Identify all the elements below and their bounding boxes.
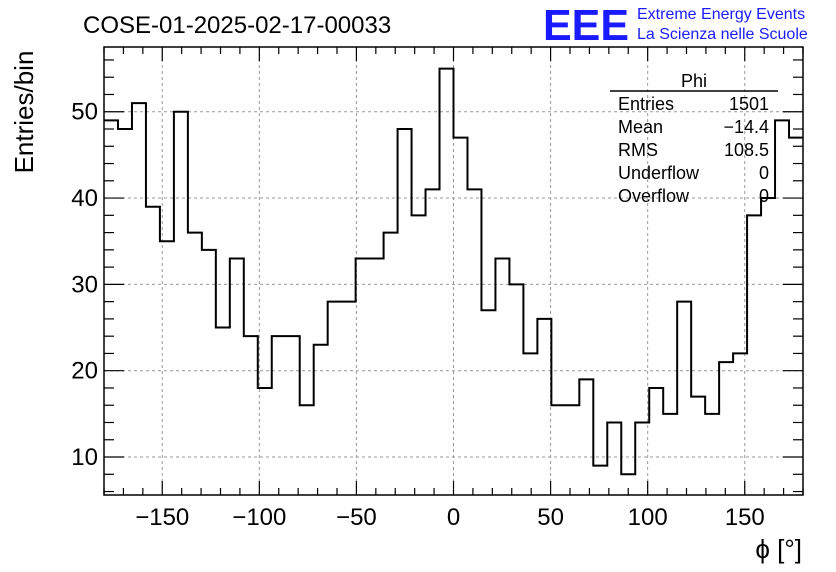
stats-box: Phi Entries 1501 Mean −14.4 RMS 108.5 Underflo… [610, 71, 778, 206]
y-axis-label: Entries/bin [9, 51, 39, 174]
stats-row-label: RMS [618, 140, 658, 160]
x-tick-label: −50 [336, 504, 377, 531]
x-axis-label: ϕ [°] [755, 534, 802, 564]
y-tick-label: 30 [71, 271, 98, 298]
stats-row-label: Mean [618, 117, 663, 137]
x-tick-label: 150 [725, 504, 765, 531]
eee-logo: EEE Extreme Energy Events La Scienza nel… [543, 1, 808, 50]
stats-row-label: Underflow [618, 163, 700, 183]
logo-line-2: La Scienza nelle Scuole [637, 26, 808, 43]
logo-mark: EEE [543, 1, 629, 50]
stats-row-value: −14.4 [723, 117, 769, 137]
y-tick-label: 50 [71, 99, 98, 126]
y-tick-label: 20 [71, 358, 98, 385]
stats-row-value: 108.5 [724, 140, 769, 160]
stats-row-value: 0 [759, 186, 769, 206]
x-tick-label: −100 [232, 504, 286, 531]
x-tick-label: 50 [537, 504, 564, 531]
axis-tick-labels: −150 −100 −50 0 50 100 150 10 20 30 40 50 [71, 99, 764, 531]
x-tick-label: 0 [447, 504, 460, 531]
stats-box-title: Phi [681, 71, 707, 91]
y-tick-label: 10 [71, 444, 98, 471]
stats-row-value: 0 [759, 163, 769, 183]
x-tick-label: 100 [628, 504, 668, 531]
stats-row-label: Entries [618, 94, 674, 114]
chart-title: COSE-01-2025-02-17-00033 [83, 12, 391, 39]
y-tick-label: 40 [71, 185, 98, 212]
plot-grid [104, 47, 803, 495]
histogram-series [104, 67, 803, 476]
axis-ticks [103, 47, 804, 495]
x-tick-label: −150 [135, 504, 189, 531]
stats-row-label: Overflow [618, 186, 690, 206]
stats-row-value: 1501 [729, 94, 769, 114]
logo-line-1: Extreme Energy Events [637, 6, 805, 23]
